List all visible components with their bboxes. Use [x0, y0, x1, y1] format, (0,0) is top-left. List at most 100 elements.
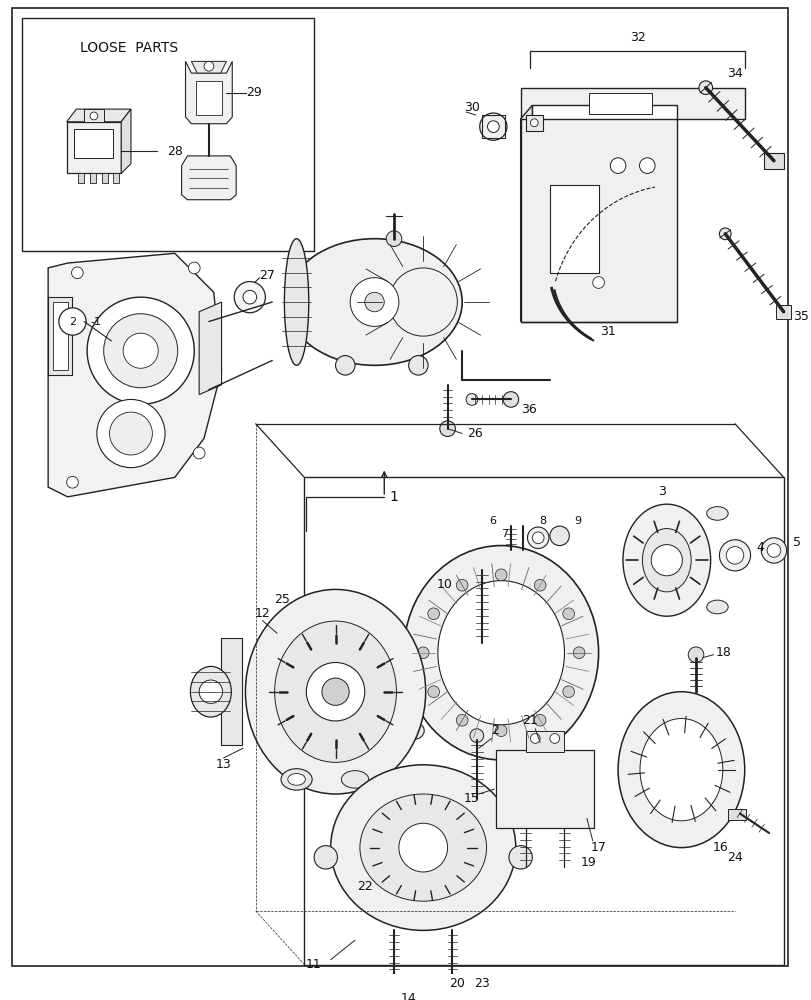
Polygon shape: [67, 109, 131, 122]
Ellipse shape: [364, 292, 384, 312]
Bar: [101, 173, 107, 183]
Ellipse shape: [562, 686, 574, 698]
Circle shape: [314, 846, 337, 869]
Circle shape: [508, 846, 532, 869]
Bar: [22, 18, 314, 251]
Text: 15: 15: [463, 792, 479, 805]
Ellipse shape: [706, 600, 727, 614]
Circle shape: [544, 618, 554, 627]
Circle shape: [530, 119, 538, 127]
Ellipse shape: [427, 608, 439, 620]
Circle shape: [474, 557, 489, 573]
Ellipse shape: [417, 647, 428, 659]
Text: 19: 19: [580, 856, 596, 869]
Text: 18: 18: [714, 646, 731, 659]
Circle shape: [530, 734, 539, 743]
Bar: [525, 115, 543, 131]
Circle shape: [234, 282, 265, 313]
Text: 31: 31: [599, 325, 616, 338]
Circle shape: [592, 277, 603, 288]
Circle shape: [104, 314, 178, 388]
Polygon shape: [520, 105, 532, 322]
Text: 32: 32: [629, 31, 645, 44]
Circle shape: [71, 267, 83, 279]
Ellipse shape: [286, 239, 461, 365]
Ellipse shape: [190, 666, 231, 717]
Bar: [53, 302, 67, 370]
Text: 22: 22: [357, 880, 372, 893]
Bar: [48, 297, 72, 375]
Text: 11: 11: [305, 958, 320, 971]
Circle shape: [58, 308, 86, 335]
Ellipse shape: [639, 719, 722, 821]
Text: 4: 4: [756, 541, 763, 554]
Text: 35: 35: [792, 310, 809, 323]
Text: 7: 7: [500, 529, 508, 539]
Bar: [221, 638, 242, 745]
Ellipse shape: [573, 647, 584, 659]
Circle shape: [639, 158, 654, 173]
Circle shape: [109, 412, 152, 455]
Circle shape: [87, 297, 194, 404]
Circle shape: [440, 421, 455, 436]
Circle shape: [335, 356, 354, 375]
Ellipse shape: [341, 771, 368, 788]
Polygon shape: [520, 88, 744, 119]
Ellipse shape: [287, 774, 305, 785]
Circle shape: [698, 81, 712, 95]
Ellipse shape: [402, 722, 423, 739]
Ellipse shape: [330, 765, 515, 930]
Ellipse shape: [245, 589, 425, 794]
Text: 12: 12: [255, 607, 270, 620]
Circle shape: [199, 680, 222, 703]
Text: 2: 2: [69, 317, 76, 327]
Bar: [727, 809, 744, 820]
Bar: [496, 750, 593, 828]
Ellipse shape: [527, 527, 548, 549]
Circle shape: [408, 356, 427, 375]
Ellipse shape: [706, 507, 727, 520]
Text: 16: 16: [711, 841, 727, 854]
Polygon shape: [67, 122, 121, 173]
Circle shape: [610, 158, 625, 173]
Circle shape: [97, 399, 165, 468]
Circle shape: [67, 476, 78, 488]
Circle shape: [204, 61, 213, 71]
Ellipse shape: [761, 538, 786, 563]
Text: 24: 24: [726, 851, 742, 864]
Text: 26: 26: [466, 427, 483, 440]
Polygon shape: [121, 109, 131, 173]
Bar: [500, 614, 559, 631]
Circle shape: [193, 447, 204, 459]
Bar: [775, 305, 791, 319]
Circle shape: [386, 231, 401, 246]
Circle shape: [487, 121, 499, 132]
Ellipse shape: [719, 540, 749, 571]
Circle shape: [386, 974, 401, 990]
Polygon shape: [84, 109, 104, 122]
Circle shape: [479, 113, 506, 140]
Bar: [763, 153, 783, 169]
Circle shape: [306, 662, 364, 721]
Text: 36: 36: [520, 403, 536, 416]
Ellipse shape: [456, 714, 467, 726]
Circle shape: [188, 262, 200, 274]
Text: 2: 2: [491, 724, 499, 737]
Bar: [196, 81, 221, 115]
Circle shape: [719, 228, 730, 240]
Circle shape: [90, 112, 97, 120]
Polygon shape: [520, 119, 676, 322]
Bar: [588, 93, 651, 114]
Text: 23: 23: [474, 977, 489, 990]
Text: 9: 9: [573, 516, 581, 526]
Ellipse shape: [350, 278, 398, 326]
Text: 5: 5: [792, 536, 800, 549]
Polygon shape: [182, 156, 236, 200]
Text: LOOSE  PARTS: LOOSE PARTS: [80, 41, 178, 55]
Text: 20: 20: [448, 977, 465, 990]
Ellipse shape: [274, 621, 396, 762]
Ellipse shape: [534, 579, 545, 591]
Text: 17: 17: [590, 841, 606, 854]
Ellipse shape: [622, 504, 710, 616]
Ellipse shape: [725, 547, 743, 564]
